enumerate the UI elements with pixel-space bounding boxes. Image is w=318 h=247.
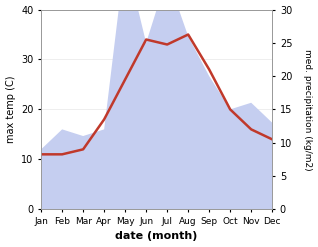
Y-axis label: med. precipitation (kg/m2): med. precipitation (kg/m2) (303, 49, 313, 170)
Y-axis label: max temp (C): max temp (C) (5, 76, 16, 143)
X-axis label: date (month): date (month) (115, 231, 198, 242)
